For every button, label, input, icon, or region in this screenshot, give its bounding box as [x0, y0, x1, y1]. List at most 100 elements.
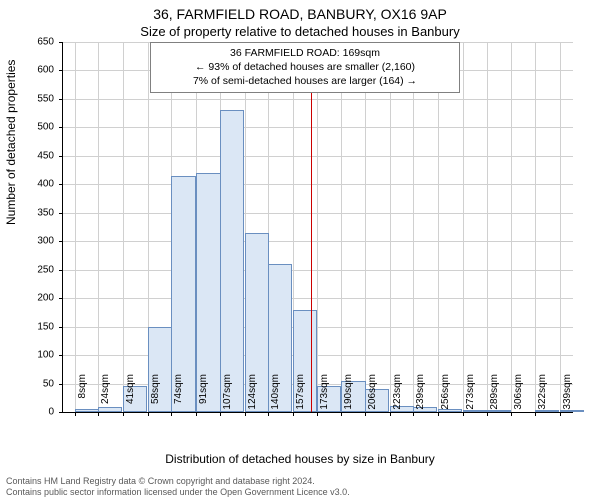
- grid-line-v: [341, 42, 342, 412]
- y-tick-label: 300: [0, 236, 54, 247]
- x-tick-mark: [560, 412, 561, 416]
- marker-line: [311, 42, 312, 412]
- x-tick-label: 289sqm: [489, 374, 500, 414]
- x-tick-mark: [317, 412, 318, 416]
- grid-line-h: [63, 127, 573, 128]
- footer-attribution: Contains HM Land Registry data © Crown c…: [6, 476, 350, 498]
- page-subtitle: Size of property relative to detached ho…: [0, 22, 600, 39]
- grid-line-h: [63, 241, 573, 242]
- y-tick-mark: [59, 241, 63, 242]
- x-tick-mark: [365, 412, 366, 416]
- y-tick-label: 600: [0, 65, 54, 76]
- x-tick-label: 157sqm: [295, 374, 306, 414]
- x-tick-mark: [75, 412, 76, 416]
- info-line-1: 36 FARMFIELD ROAD: 169sqm: [155, 46, 455, 60]
- x-tick-label: 107sqm: [222, 374, 233, 414]
- grid-line-v: [390, 42, 391, 412]
- grid-line-h: [63, 298, 573, 299]
- y-tick-label: 150: [0, 321, 54, 332]
- y-tick-label: 350: [0, 207, 54, 218]
- x-tick-label: 24sqm: [100, 374, 111, 414]
- grid-line-h: [63, 184, 573, 185]
- x-tick-mark: [220, 412, 221, 416]
- y-axis-label: Number of detached properties: [4, 60, 18, 225]
- y-tick-mark: [59, 127, 63, 128]
- grid-line-v: [123, 42, 124, 412]
- y-tick-mark: [59, 327, 63, 328]
- plot: [62, 42, 573, 413]
- x-tick-mark: [123, 412, 124, 416]
- x-tick-label: 190sqm: [343, 374, 354, 414]
- chart-area: [62, 42, 572, 412]
- y-tick-mark: [59, 412, 63, 413]
- grid-line-v: [365, 42, 366, 412]
- y-tick-mark: [59, 156, 63, 157]
- x-tick-mark: [487, 412, 488, 416]
- grid-line-v: [487, 42, 488, 412]
- grid-line-v: [511, 42, 512, 412]
- grid-line-h: [63, 156, 573, 157]
- grid-line-v: [438, 42, 439, 412]
- x-tick-label: 339sqm: [562, 374, 573, 414]
- x-tick-label: 306sqm: [513, 374, 524, 414]
- x-tick-label: 173sqm: [319, 374, 330, 414]
- footer-line-2: Contains public sector information licen…: [6, 487, 350, 498]
- y-tick-mark: [59, 384, 63, 385]
- histogram-bar: [220, 110, 244, 412]
- grid-line-h: [63, 270, 573, 271]
- y-tick-label: 200: [0, 293, 54, 304]
- y-tick-mark: [59, 184, 63, 185]
- x-tick-label: 239sqm: [415, 374, 426, 414]
- y-tick-mark: [59, 99, 63, 100]
- y-tick-label: 650: [0, 37, 54, 48]
- y-tick-label: 50: [0, 378, 54, 389]
- grid-line-h: [63, 213, 573, 214]
- grid-line-v: [463, 42, 464, 412]
- grid-line-h: [63, 327, 573, 328]
- x-tick-label: 91sqm: [198, 374, 209, 414]
- grid-line-h: [63, 99, 573, 100]
- y-tick-label: 400: [0, 179, 54, 190]
- x-tick-mark: [390, 412, 391, 416]
- x-tick-mark: [463, 412, 464, 416]
- y-tick-mark: [59, 298, 63, 299]
- grid-line-v: [75, 42, 76, 412]
- y-tick-label: 550: [0, 93, 54, 104]
- y-tick-mark: [59, 70, 63, 71]
- info-line-3: 7% of semi-detached houses are larger (1…: [155, 74, 455, 88]
- y-tick-mark: [59, 42, 63, 43]
- x-tick-label: 273sqm: [465, 374, 476, 414]
- x-tick-label: 58sqm: [150, 374, 161, 414]
- x-tick-label: 223sqm: [392, 374, 403, 414]
- x-tick-label: 140sqm: [270, 374, 281, 414]
- y-tick-label: 450: [0, 150, 54, 161]
- y-tick-mark: [59, 213, 63, 214]
- page-title: 36, FARMFIELD ROAD, BANBURY, OX16 9AP: [0, 0, 600, 22]
- x-tick-mark: [148, 412, 149, 416]
- x-tick-label: 41sqm: [125, 374, 136, 414]
- x-tick-label: 124sqm: [247, 374, 258, 414]
- x-axis-label: Distribution of detached houses by size …: [0, 452, 600, 466]
- grid-line-v: [98, 42, 99, 412]
- x-tick-label: 8sqm: [77, 374, 88, 414]
- info-line-2: ← 93% of detached houses are smaller (2,…: [155, 60, 455, 74]
- x-tick-mark: [535, 412, 536, 416]
- y-tick-mark: [59, 355, 63, 356]
- grid-line-v: [413, 42, 414, 412]
- x-tick-label: 206sqm: [367, 374, 378, 414]
- x-tick-label: 322sqm: [537, 374, 548, 414]
- grid-line-v: [560, 42, 561, 412]
- y-tick-label: 100: [0, 350, 54, 361]
- info-box: 36 FARMFIELD ROAD: 169sqm ← 93% of detac…: [150, 42, 460, 93]
- y-tick-label: 500: [0, 122, 54, 133]
- grid-line-h: [63, 355, 573, 356]
- y-tick-label: 250: [0, 264, 54, 275]
- y-tick-label: 0: [0, 407, 54, 418]
- x-tick-mark: [293, 412, 294, 416]
- x-tick-mark: [245, 412, 246, 416]
- grid-line-v: [535, 42, 536, 412]
- x-tick-label: 74sqm: [173, 374, 184, 414]
- y-tick-mark: [59, 270, 63, 271]
- footer-line-1: Contains HM Land Registry data © Crown c…: [6, 476, 350, 487]
- x-tick-label: 256sqm: [440, 374, 451, 414]
